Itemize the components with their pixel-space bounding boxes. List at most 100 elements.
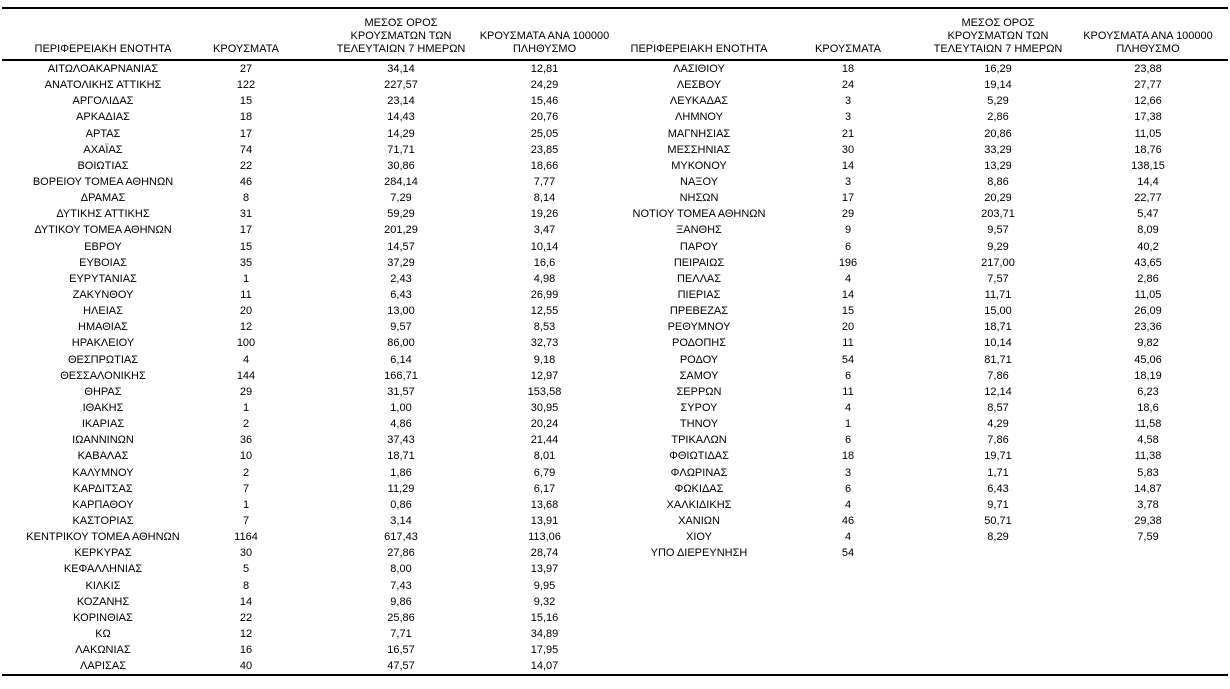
cell-cases: 100 [236, 337, 256, 350]
cell-avg-7day: 18,71 [387, 450, 415, 463]
cell-avg-7day: 9,57 [390, 321, 412, 334]
cases-tables-container: ΠΕΡΙΦΕΡΕΙΑΚΗ ΕΝΟΤΗΤΑ ΚΡΟΥΣΜΑΤΑ ΜΕΣΟΣ ΟΡΟ… [2, 7, 1228, 677]
cell-cases: 2 [242, 418, 250, 431]
cell-cases: 29 [239, 385, 253, 398]
cell-cases: 1164 [234, 531, 258, 544]
cell-avg-7day: 14,29 [387, 127, 415, 140]
cell-per-100k: 11,38 [1134, 450, 1162, 463]
cell-cases: 3 [844, 111, 852, 124]
column-header-per-100k: ΚΡΟΥΣΜΑΤΑ ΑΝΑ 100000 ΠΛΗΘΥΣΜΟ [480, 9, 615, 61]
cell-per-100k: 12,66 [1134, 95, 1162, 108]
cell-per-100k: 7,59 [1137, 531, 1159, 544]
cell-avg-7day: 8,57 [987, 401, 1009, 414]
cell-avg-7day: 201,29 [384, 224, 418, 237]
cell-cases: 8 [242, 579, 250, 592]
cell-per-100k: 23,36 [1134, 321, 1162, 334]
cell-per-100k: 26,09 [1134, 305, 1162, 318]
cell-region: ΚΑΣΤΟΡΙΑΣ [72, 514, 134, 527]
cell-cases: 21 [841, 127, 855, 140]
cell-avg-7day: 7,29 [390, 192, 412, 205]
cell-avg-7day: 9,29 [987, 240, 1009, 253]
cell-region: ΦΘΙΩΤΙΔΑΣ [669, 450, 729, 463]
cell-cases: 17 [239, 127, 253, 140]
cell-per-100k: 32,73 [530, 337, 559, 350]
cell-cases: 17 [239, 224, 253, 237]
cell-cases: 6 [844, 369, 852, 382]
cell-per-100k: 11,58 [1134, 418, 1162, 431]
cell-per-100k: 17,95 [530, 644, 559, 657]
cell-region: ΙΩΑΝΝΙΝΩΝ [72, 434, 134, 447]
cell-per-100k: 27,77 [1134, 79, 1162, 92]
cell-per-100k: 13,91 [530, 514, 559, 527]
cell-region: ΔΡΑΜΑΣ [80, 192, 126, 205]
cell-cases: 5 [242, 563, 250, 576]
cell-per-100k: 21,44 [530, 434, 559, 447]
cell-cases: 10 [239, 450, 253, 463]
cell-cases: 3 [844, 175, 852, 188]
cell-cases: 122 [236, 79, 256, 92]
cell-region: ΛΕΣΒΟΥ [676, 79, 722, 92]
cell-avg-7day: 9,86 [390, 595, 412, 608]
cell-cases: 12 [239, 627, 253, 640]
cell-cases: 36 [239, 434, 253, 447]
cell-avg-7day: 8,86 [987, 175, 1009, 188]
cell-avg-7day: 7,86 [987, 369, 1009, 382]
cell-cases: 7 [242, 514, 250, 527]
column-header-region: ΠΕΡΙΦΕΡΕΙΑΚΗ ΕΝΟΤΗΤΑ [615, 9, 783, 61]
cell-avg-7day: 31,57 [387, 385, 415, 398]
table-body-right: ΛΑΣΙΘΙΟΥ 18 16,29 23,88 ΛΕΣΒΟΥ 24 19,14 27,77 ΛΕ… [615, 61, 1228, 561]
cell-per-100k: 5,83 [1137, 466, 1159, 479]
cell-per-100k: 8,53 [533, 321, 556, 334]
cell-per-100k: 153,58 [527, 385, 562, 398]
cell-region: ΚΕΡΚΥΡΑΣ [74, 547, 132, 560]
cell-per-100k: 8,09 [1137, 224, 1159, 237]
cell-region: ΑΡΤΑΣ [85, 127, 121, 140]
cell-cases: 9 [844, 224, 852, 237]
cell-per-100k: 12,81 [530, 63, 559, 75]
cell-avg-7day: 11,29 [387, 482, 415, 495]
column-header-avg-7day: ΜΕΣΟΣ ΟΡΟΣ ΚΡΟΥΣΜΑΤΩΝ ΤΩΝ ΤΕΛΕΥΤΑΙΩΝ 7 Η… [288, 9, 514, 61]
cell-region: ΦΛΩΡΙΝΑΣ [670, 466, 728, 479]
cell-region: ΚΕΦΑΛΛΗΝΙΑΣ [63, 563, 143, 576]
cell-per-100k: 9,32 [533, 595, 556, 608]
cell-region: ΒΟΡΕΙΟΥ ΤΟΜΕΑ ΑΘΗΝΩΝ [32, 175, 174, 188]
cell-avg-7day: 7,86 [987, 434, 1009, 447]
cell-cases: 14 [239, 595, 253, 608]
cell-avg-7day: 16,57 [387, 644, 415, 657]
cell-avg-7day: 11,71 [984, 288, 1012, 301]
cell-cases: 74 [239, 143, 253, 156]
cell-cases: 24 [841, 79, 855, 92]
cell-avg-7day: 6,14 [390, 353, 412, 366]
cell-region: ΚΙΛΚΙΣ [85, 579, 121, 592]
cell-region: ΛΑΣΙΘΙΟΥ [673, 63, 725, 75]
cell-avg-7day: 10,14 [984, 337, 1012, 350]
cases-table-left: ΠΕΡΙΦΕΡΕΙΑΚΗ ΕΝΟΤΗΤΑ ΚΡΟΥΣΜΑΤΑ ΜΕΣΟΣ ΟΡΟ… [2, 9, 615, 674]
cell-avg-7day: 19,71 [984, 450, 1012, 463]
cell-region: ΕΥΒΟΙΑΣ [79, 256, 127, 269]
cell-cases: 35 [239, 256, 253, 269]
cell-per-100k: 13,97 [530, 563, 559, 576]
cell-region: ΘΕΣΠΡΩΤΙΑΣ [67, 353, 139, 366]
cell-region: ΣΥΡΟΥ [680, 401, 718, 414]
cell-per-100k: 15,46 [530, 95, 559, 108]
cell-region: ΙΘΑΚΗΣ [82, 401, 124, 414]
cell-per-100k: 14,4 [1137, 175, 1159, 188]
cell-avg-7day: 8,00 [390, 563, 412, 576]
cell-per-100k: 25,05 [530, 127, 559, 140]
cell-cases: 15 [239, 95, 253, 108]
cell-avg-7day: 5,29 [987, 95, 1009, 108]
cell-avg-7day: 13,00 [387, 305, 415, 318]
cell-per-100k [1083, 545, 1228, 561]
cell-region: ΜΥΚΟΝΟΥ [671, 159, 727, 172]
cell-region: ΥΠΟ ΔΙΕΡΕΥΝΗΣΗ [650, 547, 748, 560]
cell-cases: 4 [844, 272, 852, 285]
cell-cases: 4 [844, 401, 852, 414]
cell-region: ΡΟΔΟΥ [679, 353, 719, 366]
cell-cases: 7 [242, 482, 250, 495]
cell-per-100k: 18,66 [530, 159, 559, 172]
cell-avg-7day: 7,43 [390, 579, 412, 592]
cell-region: ΞΑΝΘΗΣ [676, 224, 722, 237]
cell-per-100k: 9,82 [1137, 337, 1159, 350]
cell-per-100k: 5,47 [1137, 208, 1159, 221]
cell-avg-7day: 37,29 [387, 256, 415, 269]
